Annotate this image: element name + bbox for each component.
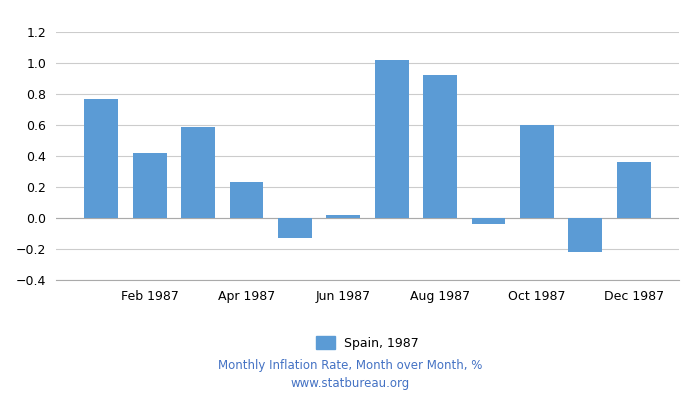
Bar (133, 153, 167, 218)
Bar (520, 125, 554, 218)
Bar (278, 218, 312, 238)
Bar (230, 182, 263, 218)
Bar (374, 60, 409, 218)
Bar (424, 75, 457, 218)
Legend: Spain, 1987: Spain, 1987 (311, 331, 424, 354)
Bar (472, 218, 505, 224)
Bar (181, 126, 215, 218)
Bar (326, 215, 361, 218)
Bar (617, 162, 651, 218)
Text: Monthly Inflation Rate, Month over Month, %: Monthly Inflation Rate, Month over Month… (218, 360, 482, 372)
Bar (84, 99, 118, 218)
Text: www.statbureau.org: www.statbureau.org (290, 377, 410, 390)
Bar (568, 218, 602, 252)
